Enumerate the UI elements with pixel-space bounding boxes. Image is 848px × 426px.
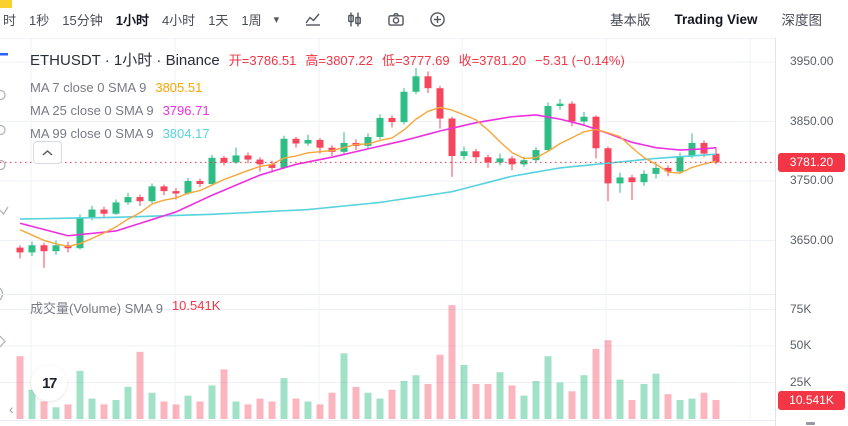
- interval-1小时[interactable]: 1小时: [115, 12, 149, 28]
- corner-highlight: [0, 0, 12, 8]
- ohlc-high: 高=3807.22: [305, 53, 373, 68]
- interval-时[interactable]: 时: [3, 12, 17, 28]
- interval-switcher: 时 1秒 15分钟 1小时 4小时 1天 1周: [3, 10, 262, 29]
- indicator-icon[interactable]: [305, 12, 321, 26]
- price-tick-3850.00: 3850.00: [790, 113, 834, 128]
- price-tick-3950.00: 3950.00: [790, 54, 834, 68]
- volume-badge: 10.541K: [778, 390, 845, 410]
- ma-row-1: MA 25 close 0 SMA 9 3796.71: [30, 103, 210, 118]
- symbol-title: ETHUSDT · 1小时 · Binance: [30, 52, 220, 69]
- add-icon[interactable]: [430, 11, 445, 27]
- ma-row-2: MA 99 close 0 SMA 9 3804.17: [30, 126, 210, 141]
- interval-1周[interactable]: 1周: [241, 12, 262, 28]
- scroll-left-icon[interactable]: ‹: [9, 401, 14, 417]
- candlestick-style-icon[interactable]: [347, 12, 362, 27]
- axis-settings-icon[interactable]: [806, 422, 815, 425]
- volume-sma-value: 10.541K: [171, 298, 221, 313]
- ma-legend: MA 7 close 0 SMA 9 3805.51 MA 25 close 0 S…: [30, 76, 210, 145]
- ma-row-0: MA 7 close 0 SMA 9 3805.51: [30, 80, 203, 95]
- camera-icon[interactable]: [388, 12, 404, 26]
- last-price-badge: 3781.20: [778, 152, 845, 172]
- tab-深度图[interactable]: 深度图: [781, 13, 823, 28]
- interval-4小时[interactable]: 4小时: [161, 12, 196, 28]
- price-change: −5.31 (−0.14%): [535, 53, 625, 68]
- collapse-button[interactable]: [33, 141, 62, 164]
- ohlc-low: 低=3777.69: [381, 53, 450, 68]
- tab-Trading View[interactable]: Trading View: [674, 11, 758, 27]
- price-axis[interactable]: 3950.00 3850.00 3750.00 3650.00 75K 50K 25K 378…: [775, 38, 848, 426]
- chevron-up-icon: [42, 149, 53, 156]
- volume-tick-25K: 25K: [790, 374, 812, 389]
- ohlc-open: 开=3786.51: [228, 53, 297, 68]
- legend: ETHUSDT · 1小时 · Binance 开=3786.51 高=3807…: [30, 49, 625, 70]
- price-tick-3650.00: 3650.00: [790, 232, 834, 247]
- view-mode-tabs: 基本版 Trading View 深度图: [610, 9, 822, 29]
- top-toolbar: 时 1秒 15分钟 1小时 4小时 1天 1周 ▾ 基本版 Trading View 深度图: [0, 0, 848, 39]
- time-axis-divider: [0, 420, 848, 421]
- volume-label: 成交量(Volume) SMA 9: [30, 301, 163, 316]
- volume-tick-75K: 75K: [790, 301, 812, 316]
- interval-1秒[interactable]: 1秒: [29, 12, 50, 28]
- interval-1天[interactable]: 1天: [208, 12, 229, 28]
- tab-基本版[interactable]: 基本版: [609, 13, 651, 28]
- pane-divider: [0, 294, 848, 295]
- ohlc-close: 收=3781.20: [458, 53, 527, 68]
- price-tick-3750.00: 3750.00: [790, 173, 834, 187]
- tradingview-logo[interactable]: 17: [31, 365, 67, 401]
- chevron-down-icon[interactable]: ▾: [273, 13, 280, 26]
- volume-legend: 成交量(Volume) SMA 9 10.541K: [30, 298, 220, 317]
- interval-15分钟[interactable]: 15分钟: [62, 12, 103, 28]
- volume-tick-50K: 50K: [790, 338, 812, 352]
